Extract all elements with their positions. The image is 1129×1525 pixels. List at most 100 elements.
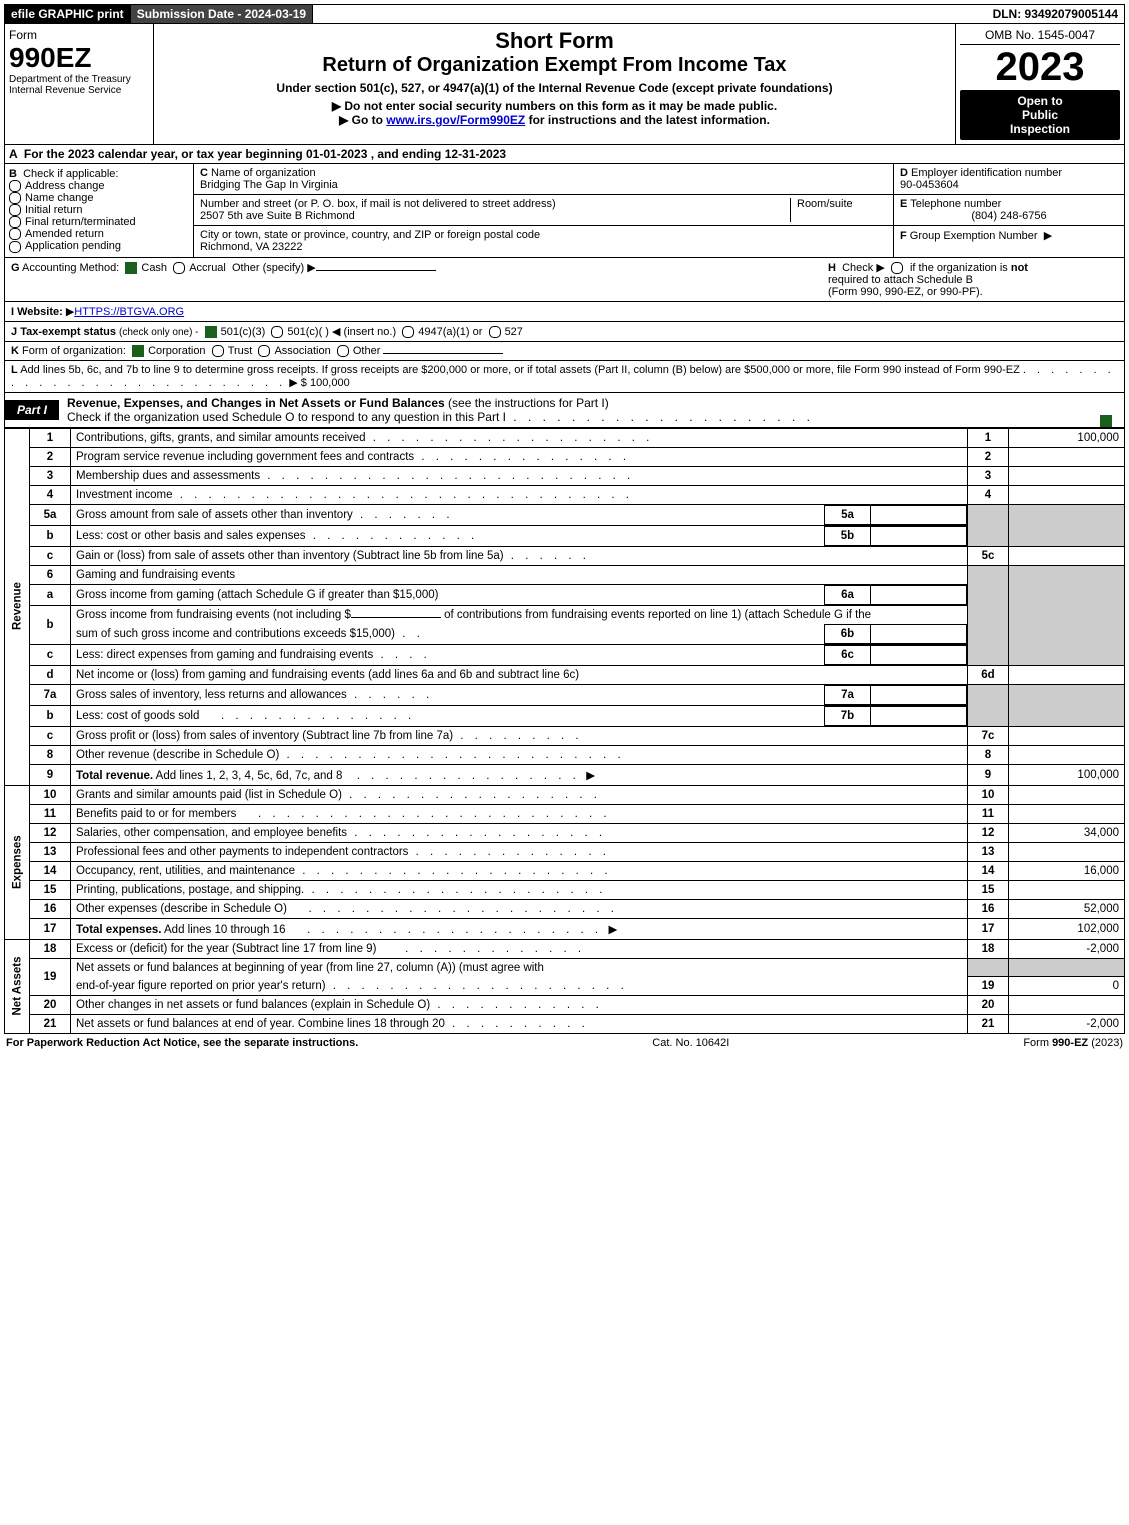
footer-left: For Paperwork Reduction Act Notice, see … [6, 1037, 358, 1049]
lbl-name: Name change [25, 192, 94, 204]
title-short-form: Short Form [158, 28, 951, 54]
row-21: 21Net assets or fund balances at end of … [5, 1015, 1125, 1034]
row-7c: cGross profit or (loss) from sales of in… [5, 726, 1125, 745]
chk-final[interactable] [9, 216, 21, 228]
chk-initial[interactable] [9, 204, 21, 216]
submission-date: Submission Date - 2024-03-19 [131, 5, 313, 23]
row-12: 12Salaries, other compensation, and empl… [5, 823, 1125, 842]
irs-link[interactable]: www.irs.gov/Form990EZ [386, 113, 525, 127]
footer-right: Form 990-EZ (2023) [1023, 1037, 1123, 1049]
row-10: Expenses 10Grants and similar amounts pa… [5, 785, 1125, 804]
row-6b1: bGross income from fundraising events (n… [5, 605, 1125, 624]
lbl-initial: Initial return [25, 204, 82, 216]
chk-other[interactable] [337, 345, 349, 357]
form-number: 990EZ [9, 42, 149, 74]
room-suite: Room/suite [790, 198, 887, 222]
row-17: 17Total expenses. Add lines 10 through 1… [5, 918, 1125, 939]
part-1-header: Part I Revenue, Expenses, and Changes in… [4, 393, 1125, 428]
row-6b2: sum of such gross income and contributio… [5, 624, 1125, 645]
row-gh: G Accounting Method: Cash Accrual Other … [4, 258, 1125, 302]
dept-2: Internal Revenue Service [9, 85, 149, 96]
chk-501c3[interactable] [205, 326, 217, 338]
row-1: Revenue 1Contributions, gifts, grants, a… [5, 428, 1125, 447]
lbl-final: Final return/terminated [25, 216, 136, 228]
row-i: I Website: ▶HTTPS://BTGVA.ORG [4, 302, 1125, 322]
row-11: 11Benefits paid to or for members . . . … [5, 804, 1125, 823]
org-name-row: C Name of organizationBridging The Gap I… [194, 164, 893, 195]
row-7a: 7aGross sales of inventory, less returns… [5, 684, 1125, 705]
col-c: C Name of organizationBridging The Gap I… [194, 164, 894, 257]
chk-accrual[interactable] [173, 262, 185, 274]
header-mid: Short Form Return of Organization Exempt… [154, 24, 956, 144]
addr-row: Number and street (or P. O. box, if mail… [194, 195, 893, 226]
row-5c: cGain or (loss) from sale of assets othe… [5, 546, 1125, 565]
chk-527[interactable] [489, 326, 501, 338]
gross-receipts: $ 100,000 [301, 377, 350, 389]
row-6a: aGross income from gaming (attach Schedu… [5, 584, 1125, 605]
row-6: 6Gaming and fundraising events [5, 565, 1125, 584]
omb: OMB No. 1545-0047 [960, 28, 1120, 45]
header-right: OMB No. 1545-0047 2023 Open to Public In… [956, 24, 1124, 144]
row-8: 8Other revenue (describe in Schedule O) … [5, 745, 1125, 764]
amt-17: 102,000 [1009, 918, 1125, 939]
amt-16: 52,000 [1009, 899, 1125, 918]
row-7b: bLess: cost of goods sold . . . . . . . … [5, 705, 1125, 726]
col-b: B Check if applicable: Address change Na… [5, 164, 194, 257]
org-addr: 2507 5th ave Suite B Richmond [200, 210, 355, 222]
row-19b: end-of-year figure reported on prior yea… [5, 977, 1125, 996]
row-k: K Form of organization: Corporation Trus… [4, 342, 1125, 361]
vert-expenses: Expenses [5, 785, 30, 939]
chk-address[interactable] [9, 180, 21, 192]
website-link[interactable]: HTTPS://BTGVA.ORG [74, 306, 184, 318]
grp-row: F Group Exemption Number ▶ [894, 226, 1124, 245]
part-1-title: Revenue, Expenses, and Changes in Net As… [59, 393, 1092, 427]
footer: For Paperwork Reduction Act Notice, see … [4, 1034, 1125, 1052]
row-6d: dNet income or (loss) from gaming and fu… [5, 665, 1125, 684]
lines-table: Revenue 1Contributions, gifts, grants, a… [4, 428, 1125, 1035]
row-6c: cLess: direct expenses from gaming and f… [5, 644, 1125, 665]
vert-revenue: Revenue [5, 428, 30, 785]
row-9: 9Total revenue. Add lines 1, 2, 3, 4, 5c… [5, 764, 1125, 785]
row-19a: 19Net assets or fund balances at beginni… [5, 958, 1125, 977]
title-return: Return of Organization Exempt From Incom… [158, 54, 951, 77]
row-l: L Add lines 5b, 6c, and 7b to line 9 to … [4, 361, 1125, 393]
amt-18: -2,000 [1009, 939, 1125, 958]
row-13: 13Professional fees and other payments t… [5, 842, 1125, 861]
form-label: Form [9, 28, 149, 42]
lbl-address: Address change [25, 180, 105, 192]
row-18: Net Assets 18Excess or (deficit) for the… [5, 939, 1125, 958]
top-bar: efile GRAPHIC print Submission Date - 20… [4, 4, 1125, 24]
open-1: Open to [964, 94, 1116, 108]
efile-print-button[interactable]: efile GRAPHIC print [5, 5, 131, 23]
city-row: City or town, state or province, country… [194, 226, 893, 256]
chk-4947[interactable] [402, 326, 414, 338]
chk-pending[interactable] [9, 241, 21, 253]
chk-corp[interactable] [132, 345, 144, 357]
tax-year: 2023 [960, 45, 1120, 90]
amt-14: 16,000 [1009, 861, 1125, 880]
amt-19: 0 [1009, 977, 1125, 996]
header: Form 990EZ Department of the Treasury In… [4, 24, 1125, 145]
chk-schedb[interactable] [891, 262, 903, 274]
goto: ▶ Go to www.irs.gov/Form990EZ for instru… [158, 113, 951, 127]
amt-9: 100,000 [1009, 764, 1125, 785]
chk-501c[interactable] [271, 326, 283, 338]
amt-21: -2,000 [1009, 1015, 1125, 1034]
ein: 90-0453604 [900, 179, 959, 191]
amt-12: 34,000 [1009, 823, 1125, 842]
chk-schedo[interactable] [1100, 415, 1112, 427]
amt-1: 100,000 [1009, 428, 1125, 447]
chk-name[interactable] [9, 192, 21, 204]
row-14: 14Occupancy, rent, utilities, and mainte… [5, 861, 1125, 880]
row-4: 4Investment income . . . . . . . . . . .… [5, 485, 1125, 504]
telephone: (804) 248-6756 [900, 210, 1118, 222]
chk-amended[interactable] [9, 228, 21, 240]
chk-assoc[interactable] [258, 345, 270, 357]
chk-cash[interactable] [125, 262, 137, 274]
tel-row: E Telephone number(804) 248-6756 [894, 195, 1124, 226]
open-3: Inspection [964, 122, 1116, 136]
row-15: 15Printing, publications, postage, and s… [5, 880, 1125, 899]
header-left: Form 990EZ Department of the Treasury In… [5, 24, 154, 144]
info-block: B Check if applicable: Address change Na… [4, 164, 1125, 258]
chk-trust[interactable] [212, 345, 224, 357]
